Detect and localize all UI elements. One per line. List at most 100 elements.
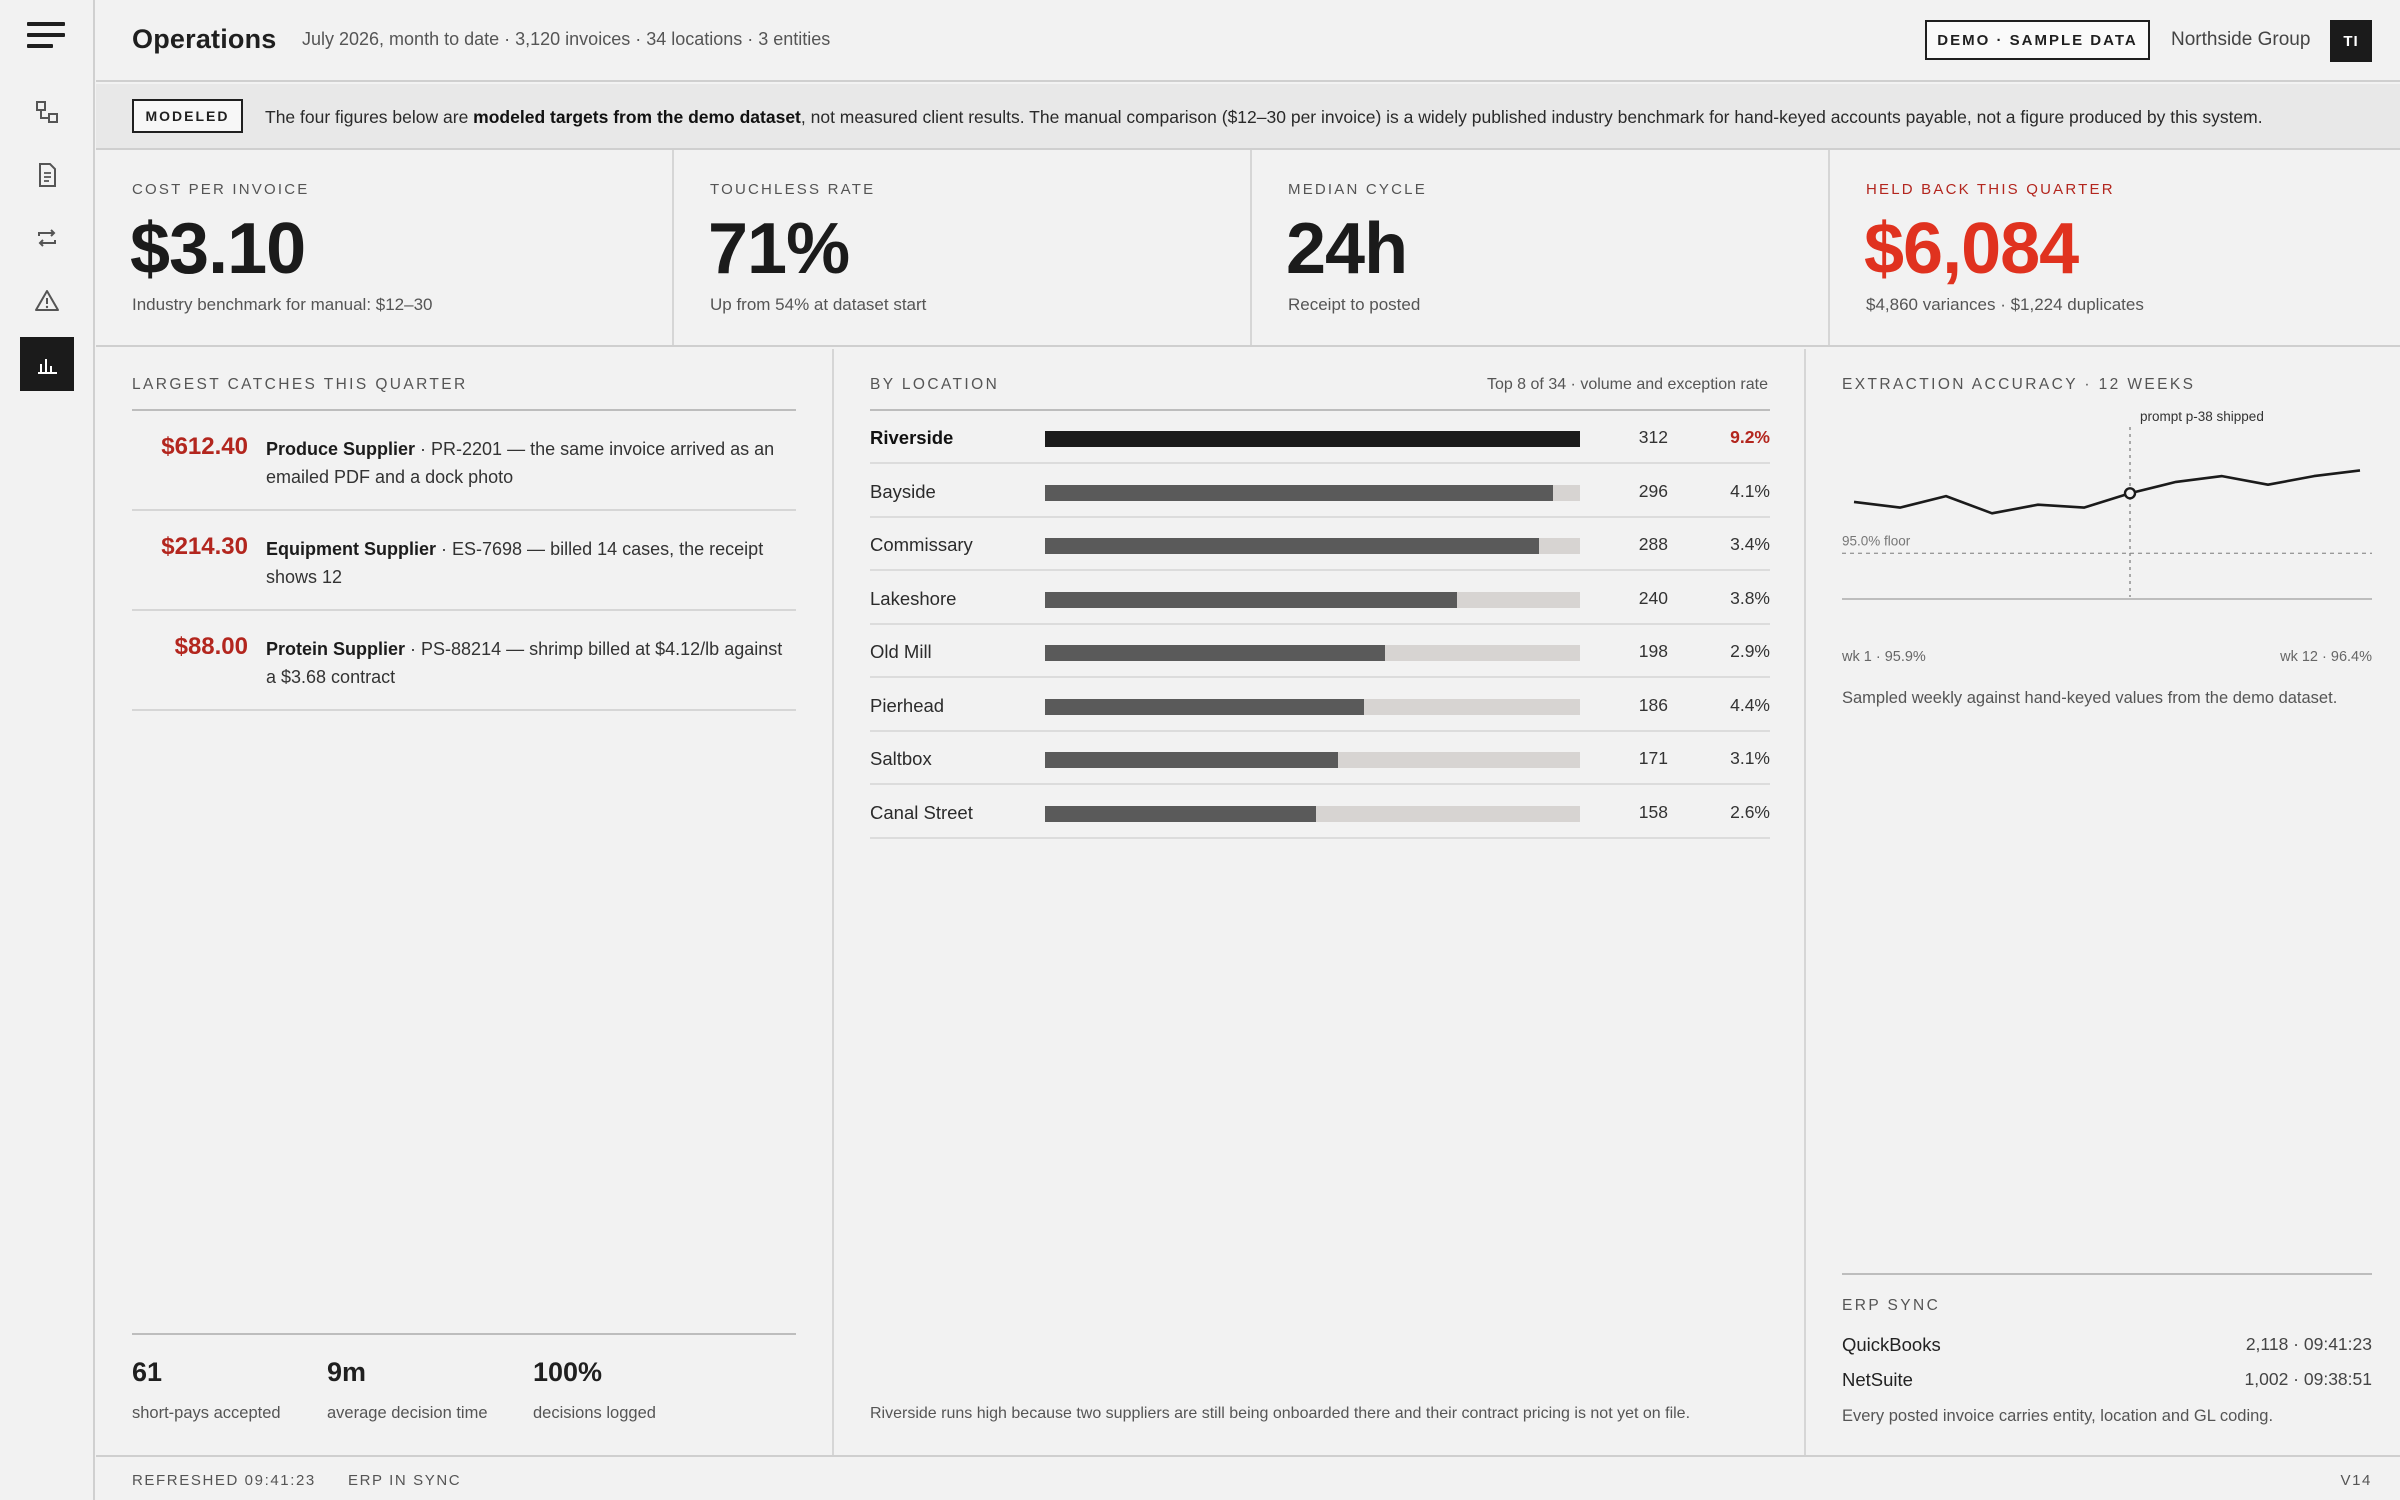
annotation-label: prompt p-38 shipped: [2140, 409, 2264, 424]
accuracy-panel: EXTRACTION ACCURACY · 12 WEEKS 95.0% flo…: [1806, 349, 2400, 1455]
divider: [1842, 1273, 2372, 1275]
catches-panel: LARGEST CATCHES THIS QUARTER $612.40 Pro…: [96, 349, 834, 1455]
side-rail: [0, 0, 95, 1500]
volume-bar-track: [1045, 591, 1580, 608]
kpi-value: $6,084: [1864, 209, 2079, 289]
page-subtitle: July 2026, month to date · 3,120 invoice…: [302, 29, 831, 49]
chart-end-label: wk 12 · 96.4%: [2280, 649, 2372, 665]
exception-rate: 4.4%: [1730, 694, 1770, 715]
flow-icon: [36, 101, 58, 123]
erp-row-netsuite[interactable]: NetSuite 1,002 · 09:38:51: [1842, 1369, 2372, 1399]
volume-bar: [1045, 484, 1553, 501]
divider: [870, 409, 1770, 411]
erp-value: 2,118 · 09:41:23: [2245, 1334, 2372, 1354]
exception-rate: 3.4%: [1730, 534, 1770, 554]
stat-caption: decisions logged: [533, 1404, 656, 1422]
modeled-tag: MODELED: [132, 99, 243, 133]
avatar[interactable]: TI: [2330, 20, 2372, 62]
locations-panel: BY LOCATION Top 8 of 34 · volume and exc…: [834, 349, 1806, 1455]
location-volume: 186: [1638, 694, 1668, 715]
volume-bar-track: [1045, 645, 1580, 661]
warning-icon: [35, 290, 59, 311]
location-name: Bayside: [870, 480, 936, 502]
exception-rate: 3.1%: [1730, 748, 1770, 768]
location-volume: 312: [1638, 427, 1668, 447]
menu-icon[interactable]: [27, 22, 65, 50]
volume-bar: [1045, 431, 1580, 447]
location-volume: 158: [1638, 801, 1668, 822]
demo-badge: DEMO · SAMPLE DATA: [1925, 20, 2150, 60]
location-row[interactable]: Pierhead 186 4.4%: [870, 679, 1770, 732]
stat-short-pays: 61 short-pays accepted: [132, 1357, 281, 1423]
nav-workflow[interactable]: [20, 85, 74, 139]
stat-value: 9m: [327, 1357, 367, 1387]
kpi-held-back: HELD BACK THIS QUARTER $6,084 $4,860 var…: [1830, 150, 2400, 345]
volume-bar-track: [1045, 484, 1580, 501]
section-label: ERP SYNC: [1842, 1297, 1941, 1314]
kpi-label: COST PER INVOICE: [132, 181, 310, 198]
org-switcher[interactable]: Northside Group: [2171, 29, 2311, 50]
kpi-median-cycle: MEDIAN CYCLE 24h Receipt to posted: [1252, 150, 1830, 345]
kpi-note: Up from 54% at dataset start: [710, 295, 927, 314]
modeled-notice: MODELED The four figures below are model…: [96, 84, 2400, 150]
location-name: Old Mill: [870, 641, 932, 662]
notice-text: The four figures below are modeled targe…: [265, 107, 2263, 127]
exception-rate: 4.1%: [1730, 480, 1770, 501]
nav-exceptions[interactable]: [20, 274, 74, 328]
kpi-touchless-rate: TOUCHLESS RATE 71% Up from 54% at datase…: [674, 150, 1252, 345]
stat-decision-time: 9m average decision time: [327, 1357, 488, 1423]
location-row[interactable]: Saltbox 171 3.1%: [870, 732, 1770, 785]
catch-amount: $88.00: [174, 633, 248, 660]
document-icon: [39, 163, 56, 187]
annotation-point: [2123, 487, 2137, 500]
kpi-value: 71%: [708, 209, 850, 289]
location-row[interactable]: Riverside 312 9.2%: [870, 411, 1770, 464]
volume-bar: [1045, 591, 1457, 608]
kpi-strip: COST PER INVOICE $3.10 Industry benchmar…: [96, 150, 2400, 347]
catch-item[interactable]: $214.30 Equipment Supplier · ES-7698 — b…: [132, 511, 796, 611]
volume-bar: [1045, 698, 1364, 715]
catch-amount: $612.40: [161, 433, 248, 460]
nav-invoices[interactable]: [20, 148, 74, 202]
section-label: EXTRACTION ACCURACY · 12 WEEKS: [1842, 376, 2196, 393]
erp-status: ERP IN SYNC: [348, 1472, 462, 1489]
kpi-label: TOUCHLESS RATE: [710, 181, 876, 198]
volume-bar-track: [1045, 698, 1580, 715]
exception-rate: 9.2%: [1730, 427, 1770, 447]
exception-rate: 2.6%: [1730, 801, 1770, 822]
chart-icon: [38, 359, 57, 374]
catch-item[interactable]: $612.40 Produce Supplier · PR-2201 — the…: [132, 411, 796, 511]
top-bar: Operations July 2026, month to date · 3,…: [96, 0, 2400, 82]
kpi-note: Industry benchmark for manual: $12–30: [132, 295, 433, 314]
erp-row-quickbooks[interactable]: QuickBooks 2,118 · 09:41:23: [1842, 1334, 2372, 1364]
chart-caption: Sampled weekly against hand-keyed values…: [1842, 689, 2338, 707]
exception-rate: 2.9%: [1730, 641, 1770, 661]
section-label: LARGEST CATCHES THIS QUARTER: [132, 376, 468, 393]
location-row[interactable]: Lakeshore 240 3.8%: [870, 572, 1770, 625]
accuracy-series-line: [1853, 469, 2361, 515]
location-row[interactable]: Old Mill 198 2.9%: [870, 625, 1770, 678]
location-row[interactable]: Bayside 296 4.1%: [870, 465, 1770, 518]
volume-bar-track: [1045, 431, 1580, 447]
kpi-note: $4,860 variances · $1,224 duplicates: [1866, 295, 2144, 314]
page-title: Operations: [132, 24, 277, 54]
location-row[interactable]: Canal Street 158 2.6%: [870, 786, 1770, 839]
catch-description: Equipment Supplier · ES-7698 — billed 14…: [266, 539, 764, 587]
exception-rate: 3.8%: [1730, 587, 1770, 608]
section-label: BY LOCATION: [870, 376, 1000, 393]
location-volume: 288: [1638, 534, 1668, 554]
location-row[interactable]: Commissary 288 3.4%: [870, 518, 1770, 571]
stat-caption: average decision time: [327, 1404, 488, 1422]
refresh-status: REFRESHED 09:41:23: [132, 1472, 316, 1489]
catch-description: Produce Supplier · PR-2201 — the same in…: [266, 439, 775, 487]
catch-item[interactable]: $88.00 Protein Supplier · PS-88214 — shr…: [132, 611, 796, 711]
kpi-cost-per-invoice: COST PER INVOICE $3.10 Industry benchmar…: [96, 150, 674, 345]
chart-start-label: wk 1 · 95.9%: [1842, 649, 1926, 665]
catch-amount: $214.30: [161, 533, 248, 560]
location-name: Canal Street: [870, 801, 973, 823]
location-volume: 240: [1638, 587, 1668, 608]
locations-meta: Top 8 of 34 · volume and exception rate: [1486, 376, 1768, 393]
kpi-value: $3.10: [130, 209, 306, 289]
nav-sync[interactable]: [20, 211, 74, 265]
nav-reports[interactable]: [20, 337, 74, 391]
